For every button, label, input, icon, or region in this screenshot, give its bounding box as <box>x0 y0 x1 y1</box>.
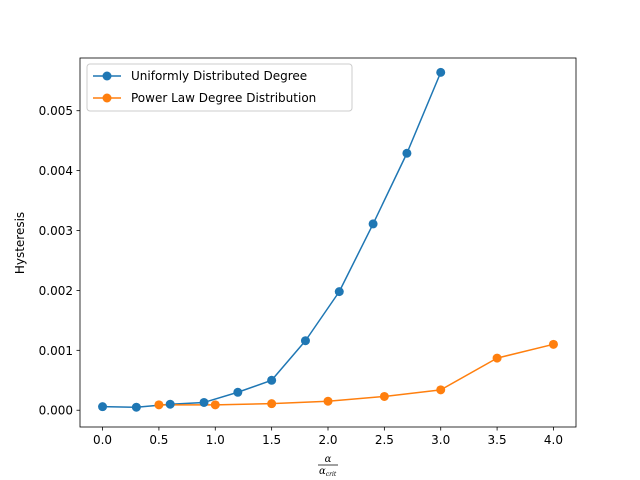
x-tick-label: 3.5 <box>488 433 507 447</box>
y-tick-label: 0.001 <box>39 344 73 358</box>
data-point-series-1 <box>210 400 220 410</box>
legend-label-uniform: Uniformly Distributed Degree <box>131 69 307 83</box>
x-tick-label: 2.0 <box>318 433 337 447</box>
y-axis-ticks: 0.000 0.001 0.002 0.003 0.004 0.005 <box>39 104 80 418</box>
x-tick-label: 0.5 <box>149 433 168 447</box>
data-point-series-1 <box>548 339 558 349</box>
data-point-series-1 <box>492 353 502 363</box>
x-axis-ticks: 0.0 0.5 1.0 1.5 2.0 2.5 3.0 3.5 4.0 <box>93 427 563 447</box>
y-tick-label: 0.002 <box>39 284 73 298</box>
data-point-series-0 <box>199 397 209 407</box>
y-tick-label: 0.005 <box>39 104 73 118</box>
x-tick-label: 0.0 <box>93 433 112 447</box>
x-tick-label: 4.0 <box>544 433 563 447</box>
data-point-series-1 <box>323 396 333 406</box>
data-point-series-1 <box>154 400 164 410</box>
y-tick-label: 0.003 <box>39 224 73 238</box>
data-point-series-1 <box>436 385 446 395</box>
x-axis-label: α αcrit <box>318 454 338 478</box>
legend-label-power-law: Power Law Degree Distribution <box>131 91 316 105</box>
y-tick-label: 0.004 <box>39 164 73 178</box>
x-tick-label: 1.5 <box>262 433 281 447</box>
series-line-1 <box>158 343 554 406</box>
data-point-series-0 <box>131 402 141 412</box>
legend: Uniformly Distributed Degree Power Law D… <box>86 63 353 112</box>
legend-marker-power-law <box>102 93 112 103</box>
x-tick-label: 3.0 <box>431 433 450 447</box>
data-point-series-1 <box>379 391 389 401</box>
data-point-series-0 <box>98 402 108 412</box>
x-axis-label-numerator: α <box>325 454 332 465</box>
data-point-series-0 <box>368 219 378 229</box>
x-tick-label: 1.0 <box>206 433 225 447</box>
data-point-series-1 <box>267 399 277 409</box>
data-point-series-0 <box>165 399 175 409</box>
x-axis-label-subscript: crit <box>326 471 337 478</box>
data-point-series-0 <box>436 67 446 77</box>
series-markers <box>98 67 558 412</box>
y-tick-label: 0.000 <box>39 404 73 418</box>
x-tick-label: 2.5 <box>375 433 394 447</box>
data-point-series-0 <box>233 387 243 397</box>
data-point-series-0 <box>334 287 344 297</box>
x-axis-label-denominator: αcrit <box>319 466 337 478</box>
legend-box <box>86 63 353 112</box>
y-axis-label: Hysteresis <box>13 212 27 274</box>
data-point-series-0 <box>267 375 277 385</box>
data-point-series-0 <box>402 148 412 158</box>
legend-marker-uniform <box>102 71 112 81</box>
data-point-series-0 <box>300 336 310 346</box>
